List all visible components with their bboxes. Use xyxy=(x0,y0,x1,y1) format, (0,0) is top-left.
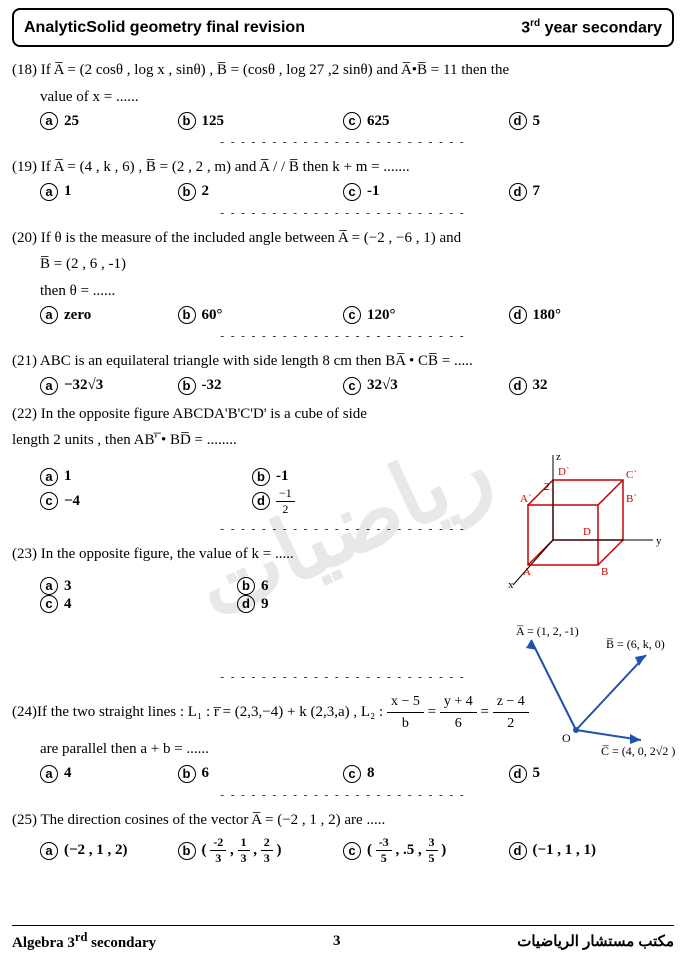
q19-choice-b: b2 xyxy=(178,183,344,201)
q23-text: (23) In the opposite figure, the value o… xyxy=(12,543,462,566)
q18-choice-b: b125 xyxy=(178,112,344,130)
divider: - - - - - - - - - - - - - - - - - - - - … xyxy=(12,671,674,683)
q18-choices: a25 b125 c625 d5 xyxy=(12,112,674,130)
q21-choices: a−32√3 b-32 c32√3 d32 xyxy=(12,377,674,395)
q22-choice-d: d −12 xyxy=(252,486,492,517)
q24-choice-c: c8 xyxy=(343,765,509,783)
question-19: (19) If A̅ = (4 , k , 6) , B̅ = (2 , 2 ,… xyxy=(12,156,674,201)
q22-text: (22) In the opposite figure ABCDA'B'C'D'… xyxy=(12,403,492,426)
q25-choice-c: c ( -35 , .5 , 35 ) xyxy=(343,835,509,866)
q24-choice-d: d5 xyxy=(509,765,675,783)
divider: - - - - - - - - - - - - - - - - - - - - … xyxy=(12,136,674,148)
q24-choices: a4 b6 c8 d5 xyxy=(12,765,674,783)
q24-choice-a: a4 xyxy=(12,765,178,783)
q25-choice-a: a(−2 , 1 , 2) xyxy=(12,835,178,866)
question-22: (22) In the opposite figure ABCDA'B'C'D'… xyxy=(12,403,674,517)
q19-choices: a1 b2 c-1 d7 xyxy=(12,183,674,201)
q22-line2: length 2 units , then AB'̅ • BD̅ = .....… xyxy=(12,429,492,452)
q21-choice-c: c32√3 xyxy=(343,377,509,395)
q23-choices: a3 b6 c4 d9 xyxy=(12,577,462,613)
q22-choice-b: b-1 xyxy=(252,468,492,486)
q23-choice-b: b6 xyxy=(237,577,462,595)
header-right: 3rd year secondary xyxy=(521,18,662,37)
q19-choice-a: a1 xyxy=(12,183,178,201)
page-header: AnalyticSolid geometry final revision 3r… xyxy=(12,8,674,47)
q21-choice-b: b-32 xyxy=(178,377,344,395)
question-24: (24)If the two straight lines : L₁ : r̅ … xyxy=(12,691,674,783)
page-number: 3 xyxy=(333,933,341,950)
q18-text: (18) If A̅ = (2 cosθ , log x , sinθ) , B… xyxy=(12,59,674,82)
q23-choice-d: d9 xyxy=(237,595,462,613)
q20-choices: azero b60° c120° d180° xyxy=(12,306,674,324)
question-20: (20) If θ is the measure of the included… xyxy=(12,227,674,325)
question-25: (25) The direction cosines of the vector… xyxy=(12,809,674,867)
footer-left: Algebra 3rd secondary xyxy=(12,930,156,952)
q21-text: (21) ABC is an equilateral triangle with… xyxy=(12,350,674,373)
divider: - - - - - - - - - - - - - - - - - - - - … xyxy=(12,523,674,535)
q18-choice-a: a25 xyxy=(12,112,178,130)
q23-choice-a: a3 xyxy=(12,577,237,595)
q20-line3: then θ = ...... xyxy=(12,280,674,303)
frac-z: z − 42 xyxy=(493,691,529,734)
frac-y: y + 46 xyxy=(440,691,477,734)
question-21: (21) ABC is an equilateral triangle with… xyxy=(12,350,674,395)
q19-choice-d: d7 xyxy=(509,183,675,201)
q20-text: (20) If θ is the measure of the included… xyxy=(12,227,674,250)
frac-x: x − 5b xyxy=(387,691,424,734)
q21-choice-d: d32 xyxy=(509,377,675,395)
q22-choice-a: a1 xyxy=(12,468,252,486)
q20-choice-d: d180° xyxy=(509,306,675,324)
q25-choice-b: b ( -23 , 13 , 23 ) xyxy=(178,835,344,866)
q20-choice-a: azero xyxy=(12,306,178,324)
q20-line2: B̅ = (2 , 6 , -1) xyxy=(12,253,674,276)
q22-choices: a1 b-1 c−4 d −12 xyxy=(12,468,492,517)
q25-text: (25) The direction cosines of the vector… xyxy=(12,809,674,832)
q18-choice-d: d5 xyxy=(509,112,675,130)
q21-choice-a: a−32√3 xyxy=(12,377,178,395)
question-18: (18) If A̅ = (2 cosθ , log x , sinθ) , B… xyxy=(12,59,674,130)
q20-choice-b: b60° xyxy=(178,306,344,324)
q23-choice-c: c4 xyxy=(12,595,237,613)
q18-line2: value of x = ...... xyxy=(12,86,674,109)
divider: - - - - - - - - - - - - - - - - - - - - … xyxy=(12,207,674,219)
q19-text: (19) If A̅ = (4 , k , 6) , B̅ = (2 , 2 ,… xyxy=(12,156,674,179)
q22-choice-c: c−4 xyxy=(12,486,252,517)
q25-choices: a(−2 , 1 , 2) b ( -23 , 13 , 23 ) c ( -3… xyxy=(12,835,674,866)
footer-right: مكتب مستشار الرياضيات xyxy=(517,932,674,950)
divider: - - - - - - - - - - - - - - - - - - - - … xyxy=(12,789,674,801)
q25-choice-d: d(−1 , 1 , 1) xyxy=(509,835,675,866)
header-left: AnalyticSolid geometry final revision xyxy=(24,19,305,37)
q24-choice-b: b6 xyxy=(178,765,344,783)
q24-text: (24)If the two straight lines : L₁ : r̅ … xyxy=(12,691,674,734)
q19-choice-c: c-1 xyxy=(343,183,509,201)
question-23: (23) In the opposite figure, the value o… xyxy=(12,543,674,614)
q18-choice-c: c625 xyxy=(343,112,509,130)
q20-choice-c: c120° xyxy=(343,306,509,324)
q24-line2: are parallel then a + b = ...... xyxy=(12,738,674,761)
frac-icon: −12 xyxy=(276,486,295,517)
divider: - - - - - - - - - - - - - - - - - - - - … xyxy=(12,330,674,342)
page-footer: Algebra 3rd secondary 3 مكتب مستشار الري… xyxy=(12,925,674,952)
